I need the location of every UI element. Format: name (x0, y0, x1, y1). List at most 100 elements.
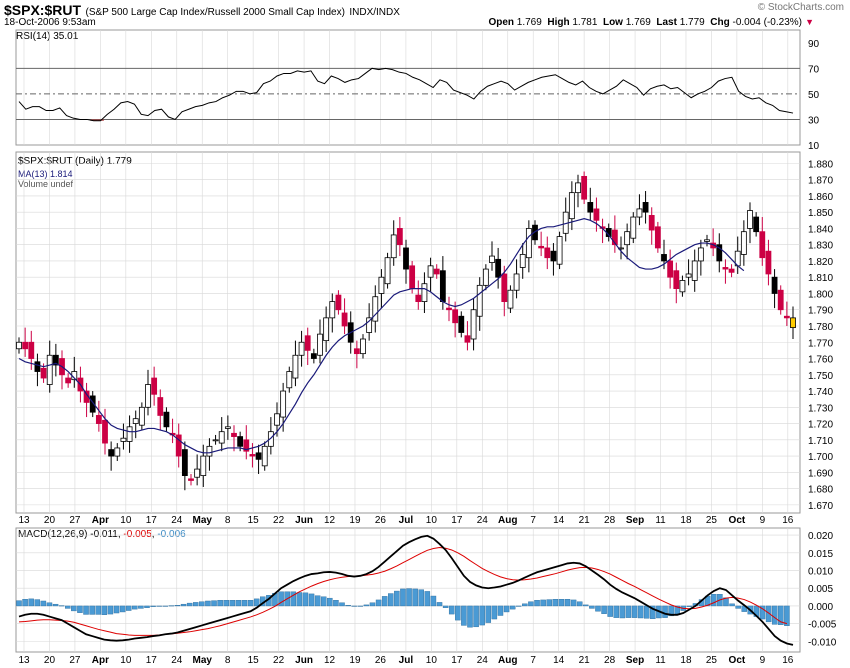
price-x-tick-label: 26 (375, 515, 387, 526)
macd-histogram-bar (333, 600, 339, 607)
macd-histogram-bar (534, 600, 540, 607)
rsi-y-tick-label: 70 (808, 64, 820, 75)
price-candle (624, 231, 631, 246)
price-candle (636, 208, 643, 218)
price-candle (212, 439, 219, 442)
price-x-tick-label: 16 (782, 515, 794, 526)
price-candle (544, 247, 551, 259)
rsi-line (18, 67, 794, 122)
price-candle (587, 202, 594, 213)
macd-y-tick-label: 0.015 (808, 549, 833, 560)
rsi-y-tick-label: 30 (808, 115, 820, 126)
low-label: Low (602, 17, 623, 28)
price-candle (648, 215, 655, 231)
macd-histogram-bar (631, 605, 638, 618)
price-x-tick-label: 21 (579, 515, 591, 526)
macd-histogram-bar (296, 592, 303, 607)
macd-histogram-bar (583, 604, 589, 607)
price-x-tick-label: 25 (706, 515, 718, 526)
price-y-tick-label: 1.880 (808, 159, 833, 170)
macd-y-tick-label: 0.020 (808, 531, 833, 542)
macd-histogram-bar (765, 605, 772, 623)
price-candle (716, 244, 723, 262)
price-candle (145, 384, 151, 408)
price-y-tick-label: 1.830 (808, 241, 833, 252)
price-candle (40, 367, 47, 379)
price-candle (783, 315, 790, 319)
macd-histogram-bar (546, 599, 552, 607)
macd-x-tick-label: May (192, 655, 212, 666)
macd-histogram-bar (235, 600, 242, 607)
price-candle (304, 335, 311, 351)
macd-y-tick-label: 0.000 (808, 602, 833, 613)
price-candle (194, 468, 201, 478)
macd-legend-signal: -0.005 (123, 529, 152, 540)
price-candle (360, 338, 366, 355)
price-candle (95, 415, 102, 424)
price-candle (452, 309, 459, 324)
macd-x-tick-label: 25 (706, 655, 718, 666)
price-candle (329, 301, 336, 319)
price-candle (274, 413, 280, 426)
macd-histogram-bar (211, 600, 217, 607)
macd-histogram-bar (351, 605, 357, 607)
rsi-y-tick-label: 50 (808, 90, 820, 101)
price-candle (550, 250, 557, 262)
price-candle (298, 341, 305, 356)
price-x-tick-label: 24 (477, 515, 489, 526)
macd-x-tick-label: 8 (225, 655, 231, 666)
price-candle (679, 280, 686, 293)
price-candle (433, 268, 440, 275)
macd-legend-hist: -0.006 (157, 529, 186, 540)
price-candle (464, 335, 471, 343)
macd-histogram-bar (156, 605, 162, 607)
price-candle (46, 354, 53, 385)
macd-histogram-bar (418, 589, 424, 607)
price-y-tick-label: 1.670 (808, 501, 833, 512)
price-candle (22, 341, 29, 350)
price-candle (575, 182, 581, 194)
macd-histogram-bar (95, 605, 101, 615)
macd-histogram-bar (162, 605, 169, 607)
macd-x-tick-label: Oct (729, 655, 746, 666)
exchange: INDX/INDX (349, 7, 400, 18)
price-candle (409, 265, 416, 289)
price-x-tick-label: 8 (225, 515, 231, 526)
price-x-tick-label: 13 (18, 515, 30, 526)
macd-histogram-bar (473, 605, 479, 628)
macd-histogram-bar (771, 605, 778, 625)
macd-legend: MACD(12,26,9) -0.011, -0.005, -0.006 (18, 529, 186, 540)
price-y-tick-label: 1.770 (808, 338, 833, 349)
macd-histogram-bar (595, 605, 601, 612)
price-y-tick-label: 1.870 (808, 176, 833, 187)
macd-histogram-bar (388, 593, 394, 607)
price-candle (372, 296, 379, 322)
macd-histogram-bar (339, 602, 345, 607)
price-y-tick-label: 1.820 (808, 257, 833, 268)
price-candle (568, 192, 575, 220)
price-candle (415, 294, 422, 303)
price-candle (673, 270, 680, 289)
macd-histogram-bar (253, 598, 260, 607)
price-x-tick-label: 27 (69, 515, 81, 526)
macd-histogram-bar (381, 596, 388, 607)
macd-histogram-bar (308, 593, 315, 607)
macd-histogram-bar (119, 605, 126, 613)
price-candle (685, 273, 692, 278)
price-candle (16, 341, 22, 350)
price-candle (697, 247, 704, 262)
price-candle (427, 265, 434, 278)
price-y-tick-label: 1.860 (808, 192, 833, 203)
macd-histogram-bar (199, 601, 205, 607)
price-y-tick-label: 1.790 (808, 306, 833, 317)
macd-histogram-bar (290, 591, 296, 607)
price-candle (661, 254, 667, 262)
ohlc-readout: Open 1.769 High 1.781 Low 1.769 Last 1.7… (488, 17, 802, 28)
timestamp: 18-Oct-2006 9:53am (4, 17, 96, 28)
macd-histogram-bar (186, 602, 193, 607)
macd-histogram-bar (552, 599, 559, 607)
price-y-tick-label: 1.760 (808, 355, 833, 366)
price-candle (501, 273, 508, 303)
